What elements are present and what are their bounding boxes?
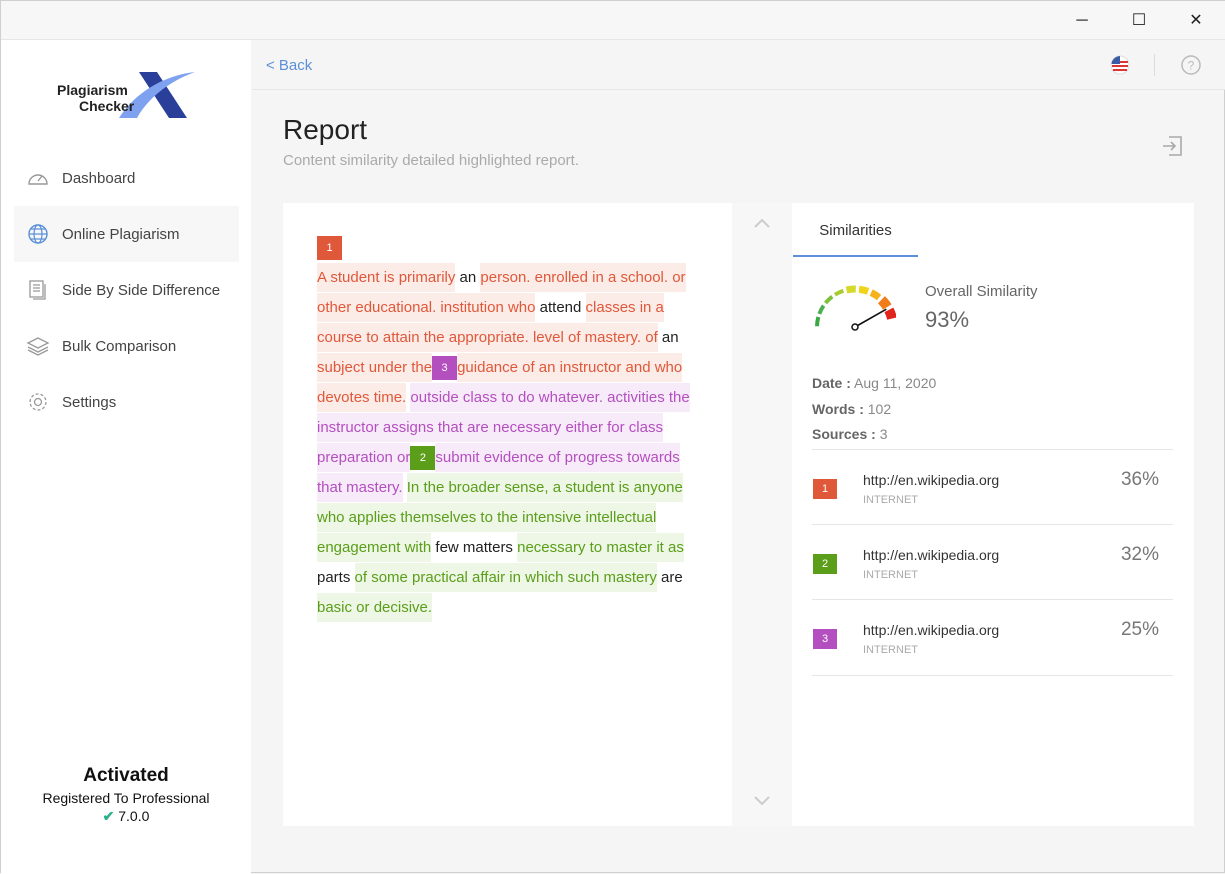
- plain-text: few matters: [431, 539, 518, 556]
- sidebar: Plagiarism Checker Dashboard Online Plagi…: [1, 40, 251, 874]
- sidebar-item-label: Bulk Comparison: [62, 337, 177, 355]
- license-info: Activated Registered To Professional ✔ 7…: [1, 765, 251, 825]
- gauge-segment: [833, 288, 845, 297]
- gauge-segment: [869, 289, 882, 301]
- gauge-segment: [845, 285, 856, 294]
- sidebar-item-dashboard[interactable]: Dashboard: [14, 150, 239, 206]
- plain-text: parts: [317, 569, 355, 586]
- close-button[interactable]: ✕: [1189, 12, 1203, 29]
- sidebar-item-label: Dashboard: [62, 169, 136, 187]
- words-label: Words :: [812, 401, 864, 417]
- license-status: Activated: [83, 765, 169, 786]
- top-bar: < Back ?: [252, 40, 1225, 90]
- date-label: Date :: [812, 375, 851, 391]
- divider: [812, 675, 1173, 676]
- highlighted-text[interactable]: basic or decisive.: [317, 593, 433, 622]
- highlighted-text[interactable]: of some practical affair in which such m…: [354, 563, 657, 592]
- gauge-needle: [854, 308, 887, 328]
- sidebar-item-label: Online Plagiarism: [62, 225, 180, 243]
- sidebar-item-label: Settings: [62, 393, 117, 411]
- back-link[interactable]: < Back: [266, 57, 313, 74]
- logo: Plagiarism Checker: [57, 70, 197, 122]
- source-url[interactable]: http://en.wikipedia.org: [863, 472, 1000, 488]
- plain-text: an: [455, 269, 481, 286]
- source-badge: 1: [317, 236, 342, 260]
- scrollbar[interactable]: [732, 203, 792, 826]
- title-bar: ─ ☐ ✕: [1, 1, 1225, 40]
- sidebar-item-label: Side By Side Difference: [62, 281, 221, 299]
- source-badge: 3: [432, 356, 458, 381]
- help-icon[interactable]: ?: [1180, 54, 1202, 76]
- source-badge: 3: [813, 629, 837, 649]
- check-icon: ✔: [102, 808, 115, 824]
- gauge-segment: [823, 294, 834, 305]
- source-badge: 1: [813, 479, 837, 499]
- export-icon[interactable]: [1161, 135, 1185, 157]
- source-percent: 25%: [1120, 619, 1159, 640]
- version: 7.0.0: [118, 808, 150, 824]
- source-percent: 36%: [1120, 469, 1159, 490]
- source-badge: 2: [813, 554, 837, 574]
- sources-label: Sources :: [812, 426, 876, 442]
- divider: [1154, 54, 1155, 76]
- gauge-icon: [26, 166, 50, 190]
- source-type: INTERNET: [863, 644, 918, 656]
- chevron-up-icon[interactable]: [753, 217, 771, 229]
- overall-similarity-value: 93%: [925, 307, 970, 332]
- sidebar-item-bulk-comparison[interactable]: Bulk Comparison: [14, 318, 239, 374]
- similarities-panel: Similarities Overall Similarity 93% Date…: [793, 203, 1194, 826]
- plain-text: attend: [535, 299, 586, 316]
- highlighted-text[interactable]: subject under the: [317, 353, 433, 382]
- documents-icon: [26, 278, 50, 302]
- similarity-gauge: [815, 285, 896, 331]
- logo-text: Checker: [79, 98, 135, 114]
- source-url[interactable]: http://en.wikipedia.org: [863, 547, 1000, 563]
- svg-text:?: ?: [1188, 59, 1195, 73]
- plain-text: an: [657, 329, 679, 346]
- minimize-button[interactable]: ─: [1076, 12, 1088, 29]
- layers-icon: [26, 334, 50, 358]
- date-value: Aug 11, 2020: [854, 375, 937, 391]
- sidebar-item-settings[interactable]: Settings: [14, 374, 239, 430]
- highlighted-text[interactable]: A student is primarily: [317, 263, 456, 292]
- sources-value: 3: [879, 426, 888, 442]
- maximize-button[interactable]: ☐: [1131, 12, 1147, 29]
- sidebar-item-side-by-side-difference[interactable]: Side By Side Difference: [14, 262, 239, 318]
- gear-icon: [26, 390, 50, 414]
- source-item[interactable]: 1 http://en.wikipedia.org INTERNET 36%: [812, 449, 1173, 524]
- license-registered: Registered To Professional: [42, 790, 210, 806]
- page-title: Report: [283, 114, 368, 145]
- source-badge: 2: [410, 446, 436, 471]
- source-percent: 32%: [1120, 544, 1159, 565]
- source-type: INTERNET: [863, 494, 918, 506]
- logo-x-icon: [119, 72, 195, 118]
- page-subtitle: Content similarity detailed highlighted …: [283, 152, 579, 169]
- us-flag-icon[interactable]: [1110, 55, 1130, 75]
- chevron-down-icon[interactable]: [753, 795, 771, 807]
- plain-text: are: [656, 569, 683, 586]
- gauge-segment: [858, 285, 870, 295]
- gauge-segment: [817, 304, 826, 315]
- gauge-segment: [884, 307, 896, 320]
- gauge-segment: [815, 316, 821, 327]
- highlighted-text[interactable]: necessary to master it as: [517, 533, 684, 562]
- globe-icon: [26, 222, 50, 246]
- overall-similarity-label: Overall Similarity: [925, 283, 1038, 300]
- source-url[interactable]: http://en.wikipedia.org: [863, 622, 1000, 638]
- source-item[interactable]: 3 http://en.wikipedia.org INTERNET 25%: [812, 599, 1173, 674]
- source-item[interactable]: 2 http://en.wikipedia.org INTERNET 32%: [812, 524, 1173, 599]
- source-type: INTERNET: [863, 569, 918, 581]
- sidebar-item-online-plagiarism[interactable]: Online Plagiarism: [14, 206, 239, 262]
- tab-similarities[interactable]: Similarities: [793, 203, 918, 257]
- words-value: 102: [867, 401, 892, 417]
- gauge-segment: [877, 296, 892, 310]
- logo-text: Plagiarism: [57, 82, 128, 98]
